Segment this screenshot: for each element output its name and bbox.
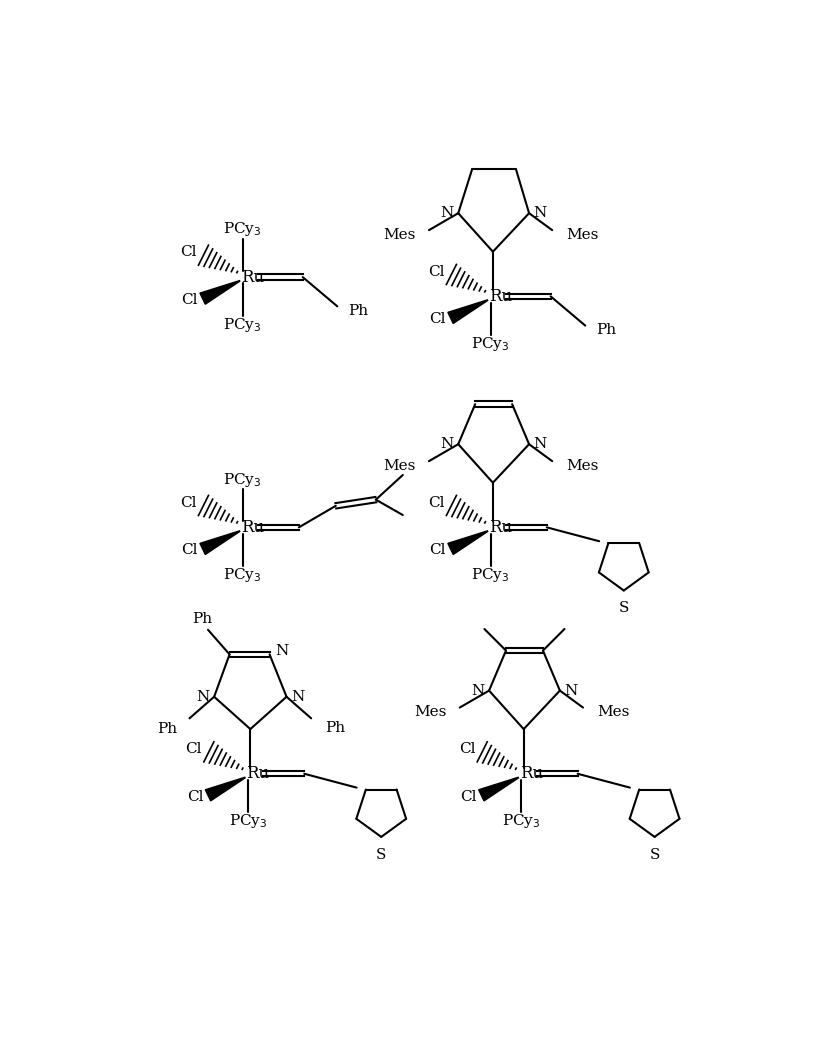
Text: Cl: Cl [180, 496, 197, 510]
Text: S: S [376, 847, 387, 861]
Text: N: N [534, 206, 547, 220]
Text: PCy$_3$: PCy$_3$ [472, 335, 510, 353]
Text: S: S [619, 601, 629, 616]
Text: Mes: Mes [596, 706, 629, 719]
Polygon shape [206, 778, 245, 801]
Text: Cl: Cl [181, 293, 198, 307]
Text: Cl: Cl [428, 264, 445, 278]
Text: Cl: Cl [459, 742, 475, 756]
Text: S: S [650, 847, 660, 861]
Text: Ru: Ru [241, 269, 264, 286]
Text: Cl: Cl [180, 245, 197, 259]
Text: N: N [276, 644, 289, 658]
Text: Cl: Cl [181, 544, 198, 558]
Text: N: N [534, 437, 547, 451]
Text: PCy$_3$: PCy$_3$ [224, 220, 262, 238]
Text: Mes: Mes [415, 706, 446, 719]
Polygon shape [200, 280, 240, 305]
Text: Mes: Mes [384, 459, 416, 473]
Text: Cl: Cl [428, 496, 445, 510]
Text: Mes: Mes [566, 459, 598, 473]
Text: Cl: Cl [460, 790, 477, 804]
Text: Ru: Ru [246, 765, 269, 782]
Text: N: N [291, 690, 304, 704]
Text: N: N [441, 206, 454, 220]
Text: N: N [471, 683, 485, 697]
Text: PCy$_3$: PCy$_3$ [502, 813, 541, 831]
Text: Mes: Mes [566, 227, 598, 242]
Text: PCy$_3$: PCy$_3$ [224, 316, 262, 334]
Text: Ph: Ph [325, 720, 345, 734]
Text: Ru: Ru [520, 765, 543, 782]
Text: Ru: Ru [241, 518, 264, 535]
Text: Ru: Ru [489, 288, 512, 305]
Text: Ph: Ph [348, 304, 368, 318]
Text: Cl: Cl [429, 544, 446, 558]
Text: PCy$_3$: PCy$_3$ [228, 813, 268, 831]
Polygon shape [200, 531, 240, 554]
Text: Cl: Cl [185, 742, 202, 756]
Polygon shape [479, 778, 518, 801]
Text: Ph: Ph [596, 324, 616, 338]
Text: Mes: Mes [384, 227, 416, 242]
Text: Ru: Ru [489, 518, 512, 535]
Text: Cl: Cl [429, 312, 446, 327]
Text: PCy$_3$: PCy$_3$ [224, 471, 262, 489]
Text: N: N [565, 683, 578, 697]
Polygon shape [448, 299, 488, 324]
Text: N: N [441, 437, 454, 451]
Text: Ph: Ph [192, 612, 212, 626]
Polygon shape [448, 531, 488, 554]
Text: PCy$_3$: PCy$_3$ [472, 566, 510, 584]
Text: Cl: Cl [187, 790, 203, 804]
Text: PCy$_3$: PCy$_3$ [224, 566, 262, 584]
Text: Ph: Ph [157, 723, 177, 736]
Text: N: N [197, 690, 210, 704]
